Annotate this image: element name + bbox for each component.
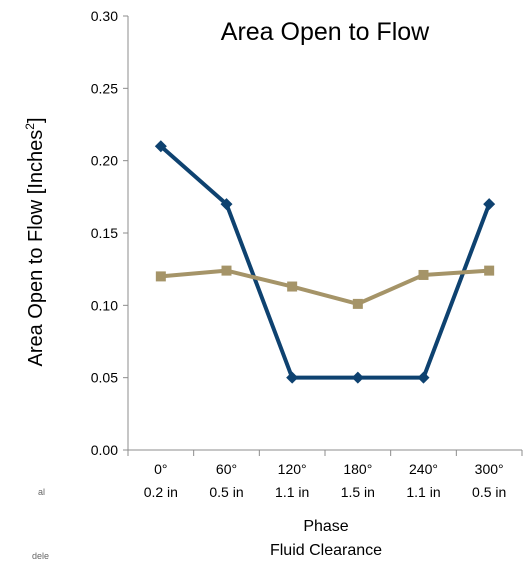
x-tick-label-phase: 60°: [216, 461, 237, 477]
data-point: [484, 265, 495, 276]
y-tick-label: 0.25: [91, 80, 118, 96]
y-tick-label: 0.15: [91, 225, 118, 241]
y-axis-label-superscript: 2: [23, 123, 37, 130]
data-point: [287, 281, 298, 292]
x-tick-label-phase: 300°: [475, 461, 504, 477]
y-tick-label: 0.20: [91, 153, 118, 169]
chart-title: Area Open to Flow: [221, 18, 430, 46]
edge-text-1: al: [38, 487, 46, 497]
series-line: [160, 268, 490, 306]
data-point: [351, 371, 364, 384]
axes: 0.00 0.05 0.10 0.15 0.20 0.25 0.30 0° 0.2 in 60° 0…: [91, 8, 523, 500]
data-point: [154, 140, 167, 153]
x-tick-label-clearance: 0.2 in: [144, 484, 178, 500]
x-tick-label-clearance: 1.5 in: [341, 484, 375, 500]
x-tick-label-phase: 180°: [343, 461, 372, 477]
y-tick-label: 0.10: [91, 297, 118, 313]
x-tick-label-phase: 0°: [154, 461, 167, 477]
x-tick-label-clearance: 1.1 in: [275, 484, 309, 500]
series-layer: [154, 140, 496, 384]
series-2: [155, 265, 495, 309]
x-tick-label-phase: 240°: [409, 461, 438, 477]
x-tick-label-clearance: 1.1 in: [406, 484, 440, 500]
data-point: [286, 371, 299, 384]
data-point: [352, 298, 363, 309]
y-axis-label: Area Open to Flow [Inches2]: [23, 117, 47, 366]
data-point: [155, 271, 166, 282]
y-tick-label: 0.30: [91, 8, 118, 24]
x-tick-label-clearance: 0.5 in: [209, 484, 243, 500]
x-axis-label-phase: Phase: [303, 518, 348, 535]
series-1: [154, 140, 496, 384]
data-point: [220, 198, 233, 211]
series-line: [159, 144, 492, 380]
data-point: [483, 198, 496, 211]
edge-text-2: dele: [32, 551, 50, 561]
data-point: [418, 269, 429, 280]
y-tick-label: 0.00: [91, 442, 118, 458]
x-tick-label-phase: 120°: [278, 461, 307, 477]
y-axis-label-suffix: ]: [25, 117, 47, 123]
x-tick-label-clearance: 0.5 in: [472, 484, 506, 500]
data-point: [417, 371, 430, 384]
x-axis-label-clearance: Fluid Clearance: [270, 542, 382, 559]
data-point: [221, 265, 232, 276]
y-tick-label: 0.05: [91, 370, 118, 386]
